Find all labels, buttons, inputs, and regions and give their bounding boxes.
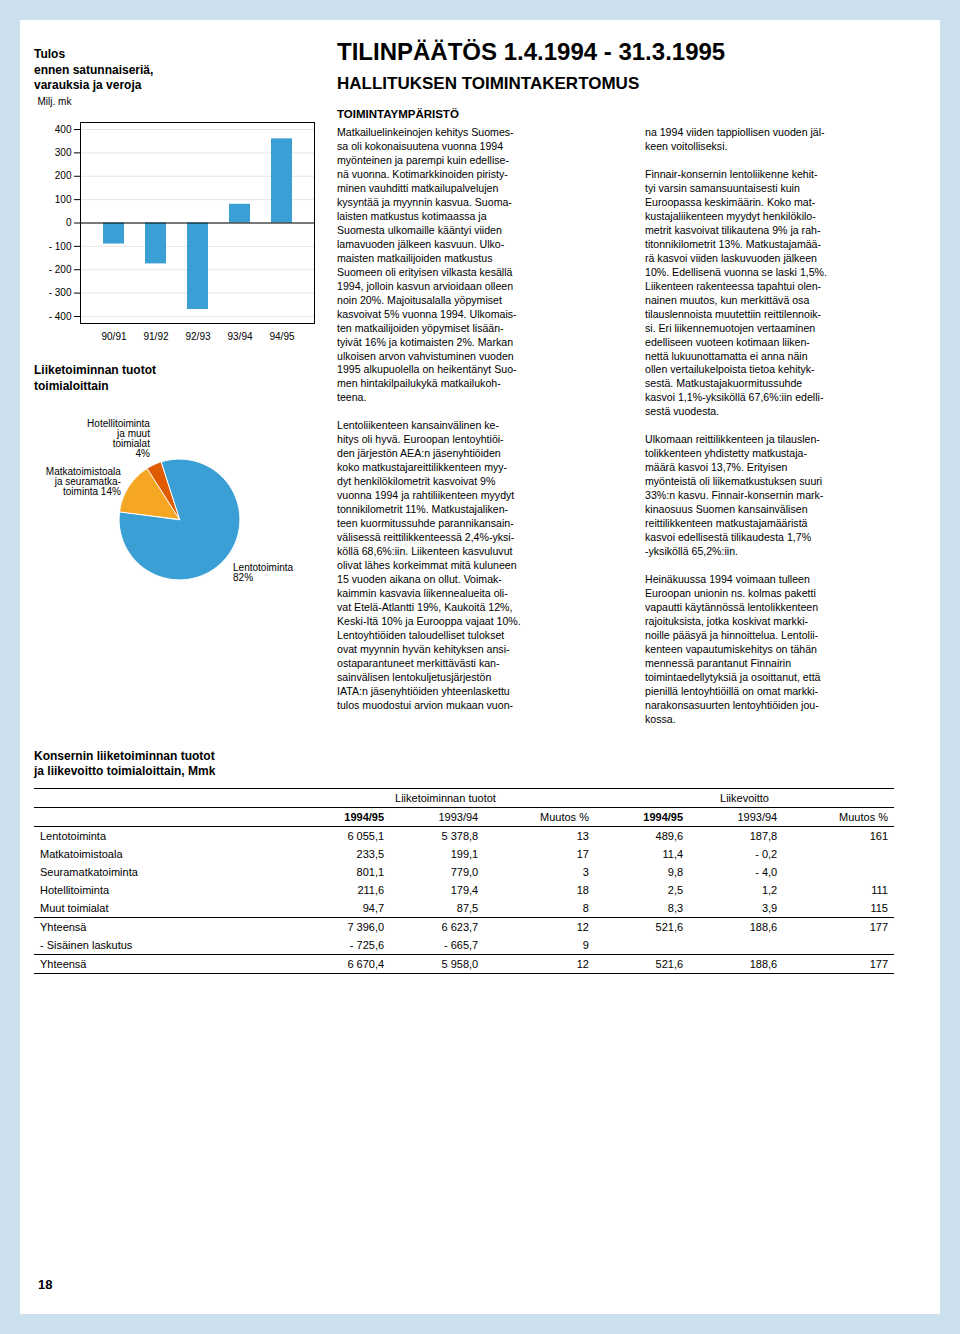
html-text:Liikevoitto: Liikevoitto [720, 791, 769, 804]
html-text:179,4: 179,4 [450, 883, 479, 896]
html-text:6 623,7: 6 623,7 [441, 920, 479, 933]
html-text:188,6: 188,6 [749, 957, 778, 970]
svg-text:94/95: 94/95 [269, 331, 294, 342]
html-text:1993/94: 1993/94 [737, 810, 778, 823]
html-text:521,6: 521,6 [655, 920, 684, 933]
html-text:187,8: 187,8 [749, 829, 778, 842]
html-text:489,6: 489,6 [655, 829, 684, 842]
html-text:1,2: 1,2 [761, 883, 778, 896]
html-text:- 725,6: - 725,6 [349, 938, 385, 951]
html-text:Hotellitoiminta: Hotellitoiminta [40, 883, 110, 896]
html-text:211,6: 211,6 [357, 883, 385, 896]
html-text:115: 115 [870, 901, 888, 914]
html-text:5 958,0: 5 958,0 [441, 957, 479, 970]
html-text:18: 18 [38, 1277, 53, 1292]
html-text:13: 13 [576, 829, 589, 842]
html-text:6 670,4: 6 670,4 [347, 957, 385, 970]
html-text:Konsernin liiketoiminnan tuoto: Konsernin liiketoiminnan tuotot ja liike… [34, 748, 216, 779]
html-text:TOIMINTAYMPÄRISTÖ: TOIMINTAYMPÄRISTÖ [337, 108, 459, 120]
svg-text:Lentotoiminta82%: Lentotoiminta82% [233, 562, 293, 583]
svg-text:93/94: 93/94 [227, 331, 252, 342]
svg-text:300: 300 [55, 147, 72, 158]
svg-text:100: 100 [55, 194, 72, 205]
html-text:12: 12 [576, 957, 589, 970]
html-text:TILINPÄÄTÖS 1.4.1994 - 31.3.19: TILINPÄÄTÖS 1.4.1994 - 31.3.1995 [337, 38, 726, 65]
html-text:17: 17 [576, 847, 589, 860]
html-text:177: 177 [869, 920, 888, 933]
html-text:11,4: 11,4 [662, 847, 684, 860]
html-text:801,1: 801,1 [356, 865, 385, 878]
html-text:Liiketoiminnan tuotot: Liiketoiminnan tuotot [395, 791, 496, 804]
html-text:87,5: 87,5 [456, 901, 479, 914]
svg-text:- 400: - 400 [49, 311, 72, 322]
html-text:7 396,0: 7 396,0 [347, 920, 385, 933]
svg-text:400: 400 [55, 124, 72, 135]
html-text:na 1994 viiden tappiollisen vu: na 1994 viiden tappiollisen vuoden jäl- … [645, 126, 827, 725]
html-text:9: 9 [582, 938, 589, 951]
svg-text:Milj. mk: Milj. mk [38, 96, 73, 107]
html-text:3: 3 [582, 865, 589, 878]
html-text:2,5: 2,5 [667, 883, 684, 896]
html-text:Muut toimialat: Muut toimialat [40, 901, 109, 914]
html-text:12: 12 [576, 920, 589, 933]
html-text:Muutos %: Muutos % [839, 810, 888, 823]
svg-text:92/93: 92/93 [185, 331, 210, 342]
html-text:233,5: 233,5 [356, 847, 385, 860]
html-text:779,0: 779,0 [450, 865, 479, 878]
svg-text:Matkatoimistoalaja seuramatka-: Matkatoimistoalaja seuramatka-toiminta 1… [46, 467, 121, 498]
html-text:Liiketoiminnan tuotot toimialo: Liiketoiminnan tuotot toimialoittain [34, 363, 156, 393]
html-text:- Sisäinen laskutus: - Sisäinen laskutus [40, 938, 133, 951]
svg-text:Hotellitoimintaja muuttoimiala: Hotellitoimintaja muuttoimialat4% [87, 418, 150, 459]
html-text:5 378,8: 5 378,8 [441, 829, 479, 842]
svg-text:90/91: 90/91 [101, 331, 126, 342]
html-text:Tulos ennen satunnaiseriä, var: Tulos ennen satunnaiseriä, varauksia ja … [34, 47, 154, 93]
html-text:Yhteensä: Yhteensä [40, 957, 87, 970]
html-text:177: 177 [869, 957, 888, 970]
html-text:Yhteensä: Yhteensä [40, 920, 87, 933]
html-text:94,7: 94,7 [362, 901, 385, 914]
html-text:521,6: 521,6 [655, 957, 684, 970]
html-text:HALLITUKSEN TOIMINTAKERTOMUS: HALLITUKSEN TOIMINTAKERTOMUS [337, 74, 640, 93]
html-text:- 665,7: - 665,7 [444, 938, 479, 951]
html-text:161: 161 [869, 829, 888, 842]
html-text:18: 18 [576, 883, 589, 896]
html-text:188,6: 188,6 [749, 920, 778, 933]
html-text:1994/95: 1994/95 [344, 810, 385, 823]
svg-text:- 300: - 300 [49, 287, 72, 298]
html-text:- 4,0: - 4,0 [755, 865, 778, 878]
html-text:3,9: 3,9 [761, 901, 778, 914]
html-text:8: 8 [582, 901, 589, 914]
html-text:8,3: 8,3 [667, 901, 684, 914]
svg-text:200: 200 [55, 170, 72, 181]
svg-text:- 100: - 100 [49, 241, 72, 252]
html-text:9,8: 9,8 [667, 865, 684, 878]
html-text:1993/94: 1993/94 [438, 810, 479, 823]
html-text:6 055,1: 6 055,1 [347, 829, 385, 842]
html-text:111: 111 [871, 883, 888, 896]
svg-text:0: 0 [66, 217, 72, 228]
svg-text:91/92: 91/92 [143, 331, 168, 342]
svg-text:- 200: - 200 [49, 264, 72, 275]
html-text:Muutos %: Muutos % [540, 810, 589, 823]
html-text:- 0,2: - 0,2 [755, 847, 778, 860]
html-text:Matkailuelinkeinojen kehitys S: Matkailuelinkeinojen kehitys Suomes- sa … [337, 126, 521, 711]
html-text:Matkatoimistoala: Matkatoimistoala [40, 847, 123, 860]
html-text:1994/95: 1994/95 [643, 810, 684, 823]
html-text:Seuramatkatoiminta: Seuramatkatoiminta [40, 865, 138, 878]
html-text:Lentotoiminta: Lentotoiminta [40, 829, 106, 842]
html-text:199,1: 199,1 [450, 847, 479, 860]
